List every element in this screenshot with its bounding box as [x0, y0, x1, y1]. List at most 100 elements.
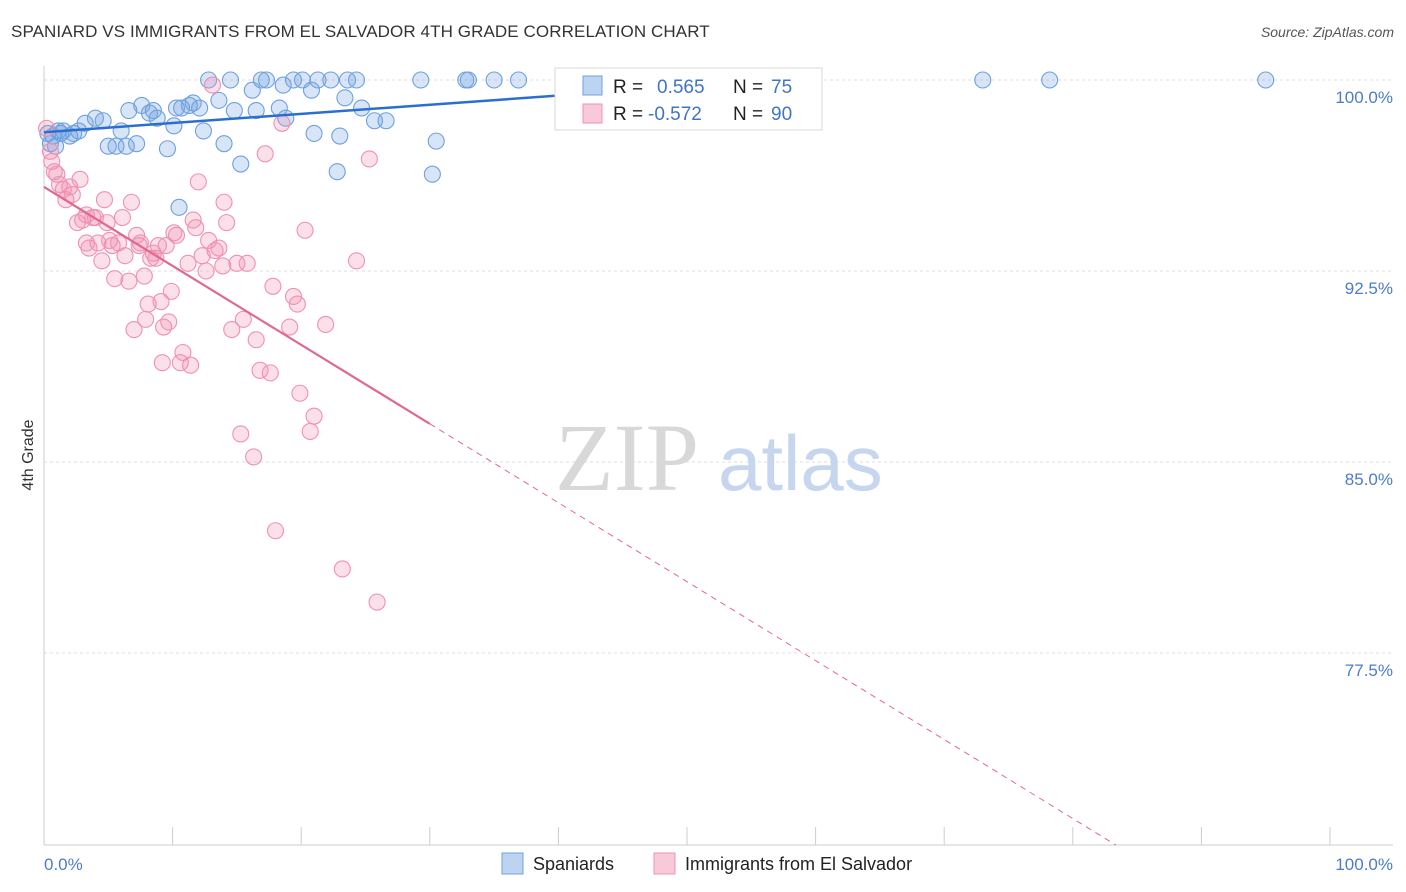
data-point	[77, 234, 95, 252]
data-point	[117, 137, 135, 155]
data-point	[228, 254, 246, 272]
data-point	[305, 407, 323, 425]
data-point	[167, 226, 186, 244]
data-point	[191, 99, 209, 117]
axes-layer: 100.0% 92.5% 85.0% 77.5%	[43, 66, 1393, 846]
data-point	[333, 560, 351, 578]
data-point	[148, 109, 166, 127]
data-point	[125, 321, 143, 339]
data-point	[160, 313, 178, 331]
watermark-atlas: atlas	[718, 419, 883, 507]
data-point	[179, 254, 197, 272]
legend-swatch-el-salvador	[653, 852, 676, 875]
stats-r-label-spaniards: R =	[613, 77, 643, 98]
watermark-zip: ZIP	[555, 404, 699, 511]
x-tick-label-left: 0.0%	[44, 855, 83, 874]
y-tick-label: 85.0%	[1345, 470, 1393, 489]
data-point	[322, 71, 340, 89]
data-point	[165, 224, 183, 242]
data-point	[331, 127, 349, 145]
data-point	[459, 71, 477, 89]
legend-swatch-spaniards	[501, 852, 524, 875]
data-point	[63, 186, 81, 204]
data-point	[305, 124, 323, 143]
data-point	[170, 198, 188, 216]
data-point	[423, 165, 441, 183]
data-point	[194, 122, 213, 140]
data-point	[38, 119, 56, 137]
data-point	[427, 132, 445, 150]
data-point	[284, 287, 303, 306]
data-point	[113, 208, 131, 227]
legend-label-spaniards: Spaniards	[533, 854, 614, 874]
data-point	[48, 165, 66, 183]
stats-n-value-spaniards: 75	[771, 77, 792, 98]
data-point	[45, 163, 63, 181]
data-point	[338, 71, 357, 89]
data-point	[214, 257, 232, 275]
data-point	[309, 71, 327, 89]
data-point	[368, 593, 386, 611]
series-el-salvador	[38, 76, 386, 611]
data-point	[317, 315, 335, 334]
y-tick-label: 100.0%	[1335, 88, 1393, 107]
data-point	[158, 140, 177, 158]
data-point	[360, 150, 378, 168]
data-point	[328, 163, 346, 181]
data-point	[509, 71, 528, 89]
data-point	[174, 343, 192, 362]
stats-r-label-el-salvador: R =	[613, 104, 643, 125]
stats-swatch-el-salvador	[582, 103, 603, 124]
stats-n-label-el-salvador: N =	[733, 104, 763, 125]
data-point	[284, 71, 303, 89]
data-point	[144, 102, 162, 120]
legend-label-el-salvador: Immigrants from El Salvador	[685, 854, 912, 874]
data-point	[234, 310, 252, 328]
chart-source: Source: ZipAtlas.com	[1260, 24, 1394, 40]
data-point	[120, 102, 138, 120]
data-point	[157, 236, 175, 255]
data-point	[266, 522, 285, 540]
data-point	[155, 318, 173, 336]
data-point	[106, 270, 124, 288]
data-point	[95, 191, 113, 209]
data-point	[71, 170, 89, 188]
data-point	[215, 193, 233, 211]
stats-r-value-el-salvador: -0.572	[648, 104, 702, 125]
stats-n-label-spaniards: N =	[733, 77, 763, 98]
data-point	[291, 384, 309, 402]
data-point	[974, 71, 992, 89]
data-point	[80, 239, 98, 257]
data-point	[485, 71, 503, 89]
data-point	[347, 71, 366, 89]
data-point	[232, 155, 250, 173]
data-point	[98, 214, 116, 232]
data-point	[225, 102, 243, 120]
data-point	[203, 76, 222, 94]
points-layer	[38, 71, 1275, 611]
data-point	[122, 193, 140, 211]
data-point	[1257, 71, 1275, 89]
data-point	[296, 221, 314, 239]
data-point	[43, 152, 61, 171]
data-point	[76, 114, 94, 132]
stats-box: R = 0.565 N = 75 R = -0.572 N = 90	[554, 67, 823, 131]
data-point	[281, 318, 299, 336]
data-point	[167, 99, 186, 117]
data-point	[251, 361, 269, 379]
data-point	[257, 71, 276, 89]
data-point	[137, 310, 155, 328]
data-point	[264, 277, 282, 295]
data-point	[171, 354, 189, 372]
data-point	[247, 331, 265, 349]
data-point	[288, 295, 306, 313]
data-point	[139, 295, 157, 313]
data-point	[135, 267, 153, 285]
data-point	[210, 91, 228, 109]
chart-title: SPANIARD VS IMMIGRANTS FROM EL SALVADOR …	[11, 22, 710, 41]
stats-n-value-el-salvador: 90	[771, 104, 792, 125]
y-tick-label: 92.5%	[1345, 279, 1393, 298]
trendline-el-salvador-extrapolated	[429, 423, 1117, 846]
data-point	[221, 71, 240, 89]
